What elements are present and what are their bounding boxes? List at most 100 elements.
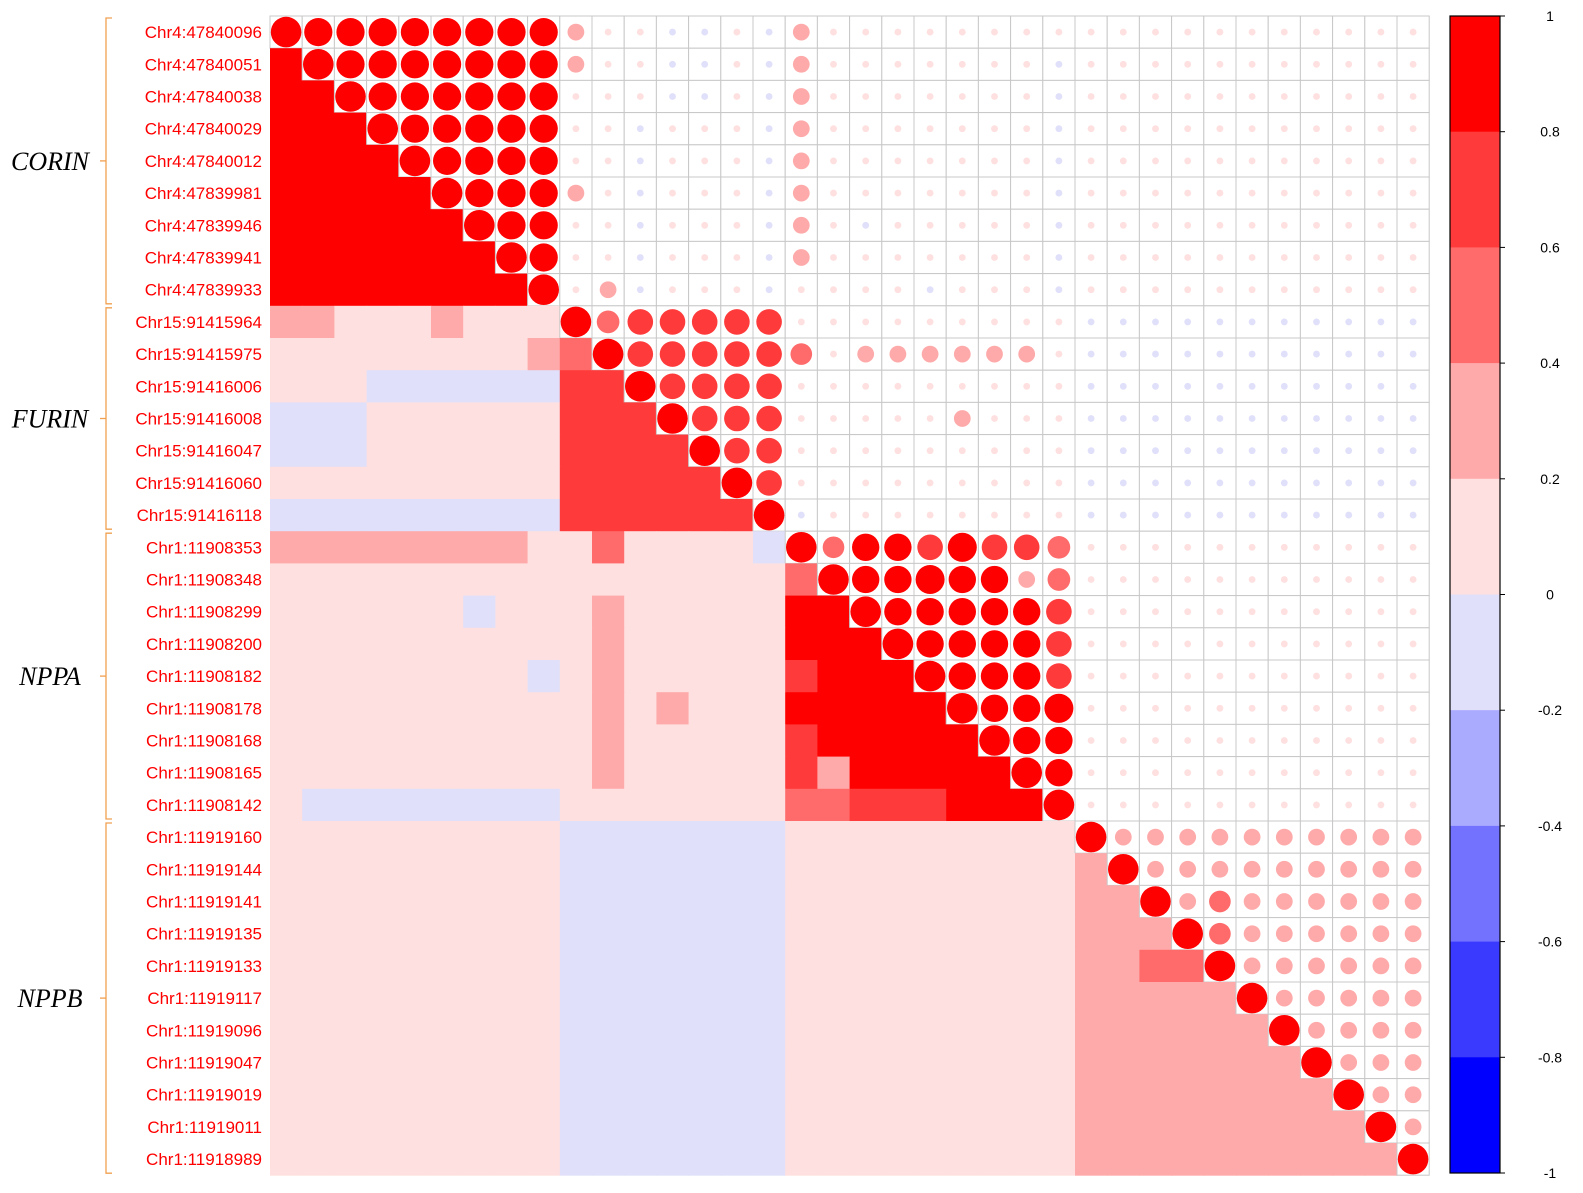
cell-circle (1377, 576, 1385, 583)
cell-circle (1313, 415, 1320, 422)
cell-square (431, 627, 464, 661)
cell-circle (1184, 737, 1192, 744)
cell-circle (592, 338, 624, 370)
cell-circle (1087, 318, 1095, 326)
cell-square (270, 1078, 303, 1112)
cell-square (398, 531, 432, 564)
cell-square (1075, 949, 1108, 983)
cell-circle (1409, 479, 1417, 487)
cell-square (914, 724, 947, 758)
cell-square (527, 853, 561, 886)
cell-square (302, 338, 335, 371)
cell-square (463, 273, 496, 307)
cell-circle (636, 28, 644, 36)
cell-circle (792, 152, 810, 170)
cell-square (1236, 1014, 1269, 1047)
cell-square (270, 499, 303, 532)
cell-circle (1404, 925, 1422, 943)
cell-circle (1087, 415, 1095, 422)
cell-square (1171, 949, 1205, 983)
cell-circle (958, 157, 966, 165)
cell-circle (400, 17, 430, 47)
cell-circle (1152, 254, 1159, 261)
cell-square (1203, 1143, 1237, 1176)
cell-square (334, 531, 368, 564)
cell-square (463, 982, 496, 1015)
cell-circle (1377, 318, 1385, 326)
cell-square (720, 885, 754, 919)
cell-circle (572, 157, 580, 165)
cell-square (559, 466, 593, 500)
cell-circle (669, 93, 676, 100)
cell-circle (1248, 672, 1256, 680)
cell-circle (701, 60, 709, 68)
cell-circle (1308, 860, 1325, 878)
cell-square (785, 1110, 818, 1144)
cell-circle (596, 310, 620, 334)
cell-square (366, 499, 400, 532)
cell-square (398, 853, 432, 886)
cell-square (334, 273, 368, 307)
cell-circle (792, 120, 810, 138)
cell-square (527, 821, 561, 854)
row-label: Chr1:11908165 (146, 764, 262, 783)
cell-circle (1313, 704, 1320, 712)
cell-circle (1087, 221, 1095, 229)
cell-frame (1010, 466, 1044, 500)
row-label: Chr4:47840096 (145, 23, 262, 42)
cell-square (334, 756, 368, 790)
colorbar-tick-label: -0.6 (1538, 934, 1562, 950)
cell-circle (1204, 950, 1236, 982)
cell-circle (958, 447, 966, 455)
cell-circle (926, 157, 934, 165)
cell-square (398, 788, 432, 822)
cell-circle (1280, 704, 1288, 712)
cell-circle (1409, 350, 1417, 358)
cell-square (785, 692, 818, 725)
cell-circle (1377, 415, 1385, 422)
row-label: Chr15:91416060 (135, 474, 262, 493)
cell-square (592, 788, 625, 822)
cell-square (398, 241, 432, 275)
cell-square (270, 1143, 303, 1176)
cell-square (849, 1110, 883, 1144)
cell-circle (792, 88, 810, 105)
cell-circle (1152, 447, 1159, 455)
cell-square (1203, 1014, 1237, 1047)
cell-square (624, 1143, 657, 1176)
cell-square (334, 853, 368, 886)
cell-square (1075, 1143, 1108, 1176)
cell-circle (1055, 189, 1063, 197)
cell-circle (529, 178, 558, 208)
cell-square (624, 949, 657, 983)
cell-square (463, 434, 496, 468)
colorbar-tick-label: 0.4 (1540, 355, 1560, 371)
cell-square (592, 563, 625, 597)
cell-square (559, 692, 593, 725)
cell-square (398, 917, 432, 951)
cell-square (688, 660, 722, 693)
cell-circle (980, 630, 1009, 658)
cell-circle (797, 447, 805, 455)
cell-square (302, 80, 335, 114)
cell-square (1107, 949, 1140, 983)
cell-square (366, 402, 400, 436)
colorbar-bin (1450, 131, 1500, 248)
cell-square (559, 660, 593, 693)
cell-circle (1216, 737, 1224, 744)
cell-circle (1013, 694, 1041, 722)
cell-square (527, 305, 561, 339)
cell-circle (336, 17, 365, 47)
cell-square (1332, 1110, 1366, 1144)
cell-square (431, 338, 464, 371)
cell-square (978, 756, 1012, 790)
cell-square (1075, 1014, 1108, 1047)
cell-circle (1345, 382, 1353, 390)
cell-frame (1171, 595, 1205, 629)
cell-square (270, 144, 303, 178)
cell-square (270, 531, 303, 564)
cell-circle (733, 93, 741, 100)
cell-square (753, 1014, 786, 1047)
cell-square (463, 949, 496, 983)
cell-circle (980, 565, 1009, 594)
